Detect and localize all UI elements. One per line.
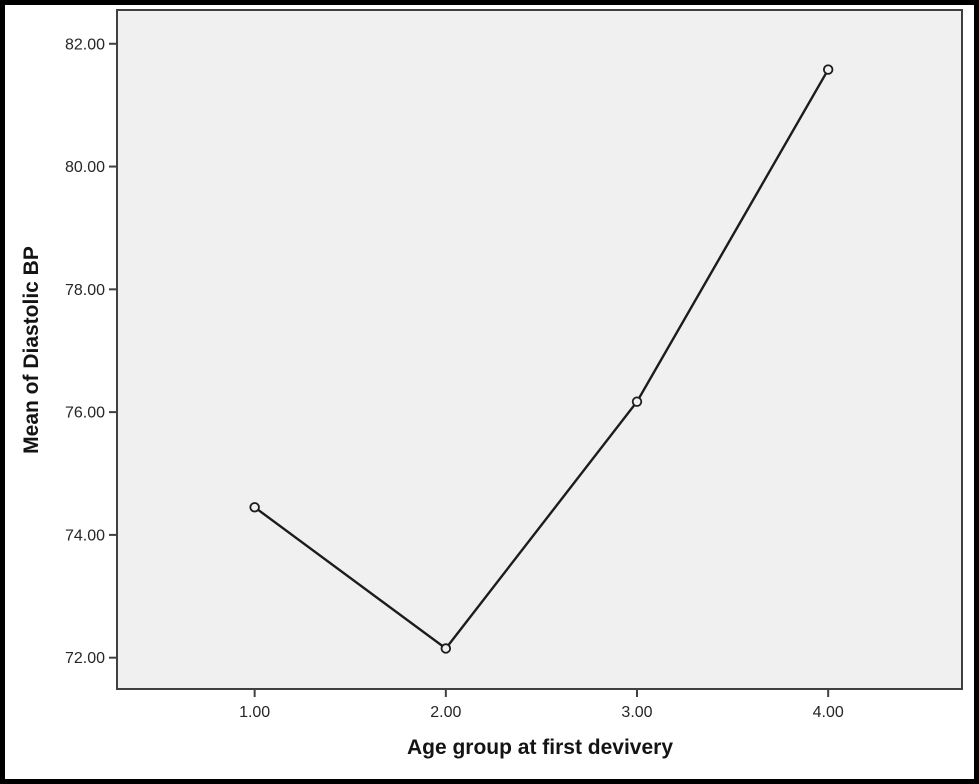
x-tick-label: 4.00 (813, 704, 844, 721)
y-tick-label: 78.00 (65, 282, 105, 299)
y-tick-label: 82.00 (65, 36, 105, 53)
data-point-marker (822, 64, 834, 75)
data-point-marker (440, 643, 452, 654)
data-point-marker (249, 502, 260, 513)
series-line (253, 68, 830, 651)
x-tick-label: 3.00 (621, 704, 652, 721)
x-tick-label: 2.00 (430, 704, 461, 721)
y-tick-label: 72.00 (65, 650, 105, 667)
y-tick-label: 74.00 (65, 527, 105, 544)
x-axis-title: Age group at first devivery (407, 736, 673, 759)
data-series (249, 64, 834, 654)
y-axis-title: Mean of Diastolic BP (20, 246, 43, 454)
data-point-marker (631, 396, 643, 407)
y-tick-label: 80.00 (65, 159, 105, 176)
y-tick-label: 76.00 (65, 405, 105, 422)
x-tick-label: 1.00 (239, 704, 270, 721)
axis-ticks: 82.00 80.00 78.00 76.00 74.00 72.00 1.00 2.00 3.… (65, 36, 844, 721)
plot-area (116, 9, 963, 690)
